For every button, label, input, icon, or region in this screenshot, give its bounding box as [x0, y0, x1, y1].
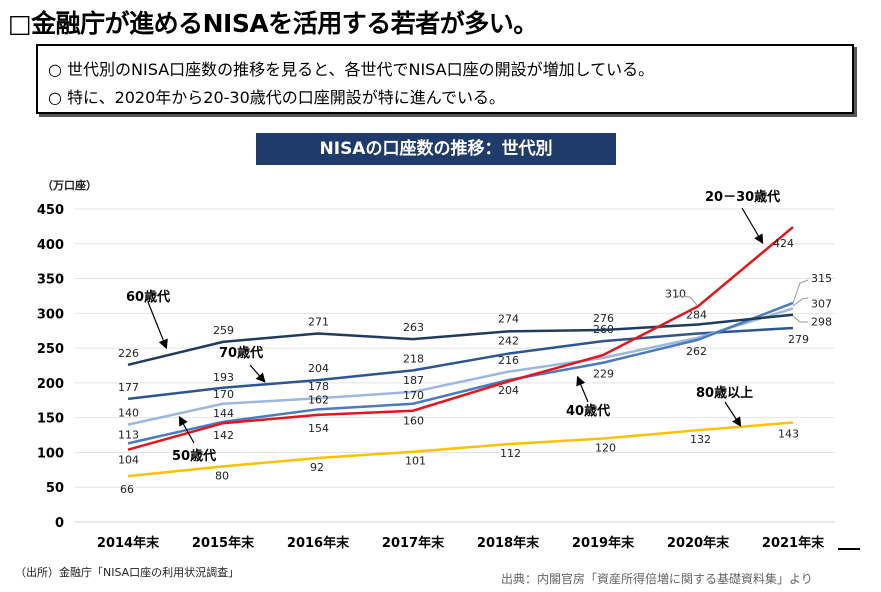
series-line-50歳代: [127, 307, 794, 426]
data-label: 162: [308, 393, 329, 406]
data-label: 242: [498, 335, 519, 348]
y-tick-label: 200: [37, 377, 64, 392]
data-label: 262: [686, 345, 707, 358]
series-line-60歳代: [127, 313, 794, 367]
leader-line: [792, 315, 808, 323]
arrow-icon: [576, 375, 589, 403]
data-label: 307: [811, 297, 832, 310]
data-label: 193: [213, 371, 234, 384]
data-label: 204: [498, 384, 519, 397]
data-label: 177: [118, 381, 139, 394]
data-label: 92: [310, 461, 324, 474]
data-label: 104: [118, 454, 139, 467]
y-tick-label: 400: [37, 238, 64, 253]
page-title: □金融庁が進めるNISAを活用する若者が多い。: [8, 9, 538, 38]
y-tick-label: 350: [37, 273, 64, 288]
y-axis-label: （万口座）: [42, 178, 97, 192]
data-label: 160: [403, 415, 424, 428]
x-tick-label: 2019年末: [572, 535, 635, 551]
summary-bullet: ○ 世代別のNISA口座数の推移を見ると、各世代でNISA口座の開設が増加してい…: [48, 60, 655, 79]
x-tick-label: 2017年末: [382, 535, 445, 551]
data-label: 218: [403, 352, 424, 365]
data-label: 187: [403, 374, 424, 387]
y-tick-label: 50: [46, 481, 64, 496]
data-label: 142: [213, 429, 234, 442]
data-label: 143: [778, 428, 799, 441]
data-label: 170: [403, 389, 424, 402]
x-tick-label: 2020年末: [667, 535, 730, 551]
arrow-icon: [147, 301, 168, 350]
series-annotation: 50歳代: [172, 448, 216, 464]
data-label: 216: [498, 354, 519, 367]
series-annotation: 20－30歳代: [705, 189, 780, 205]
data-label: 284: [686, 308, 707, 321]
series-line-80歳以上: [127, 421, 794, 478]
data-label: 310: [665, 287, 686, 300]
data-label: 271: [308, 316, 329, 329]
series-annotation: 40歳代: [566, 403, 610, 419]
series-line-20－30歳代: [127, 226, 794, 451]
data-label: 424: [773, 237, 794, 250]
arrow-icon: [249, 364, 266, 383]
data-label: 66: [120, 483, 134, 496]
y-tick-label: 250: [37, 342, 64, 357]
data-label: 120: [595, 442, 616, 455]
data-label: 112: [500, 447, 521, 460]
data-label: 279: [788, 333, 809, 346]
y-tick-label: 0: [55, 516, 64, 531]
series-annotation: 70歳代: [219, 345, 263, 361]
data-label: 204: [308, 362, 329, 375]
x-tick-label: 2016年末: [287, 535, 350, 551]
series-annotation: 80歳以上: [696, 385, 753, 401]
citation-note: 出典：内閣官房「資産所得倍増に関する基礎資料集」より: [501, 572, 813, 586]
data-label: 263: [403, 321, 424, 334]
data-label: 315: [811, 272, 832, 285]
leader-line: [792, 279, 809, 304]
y-tick-label: 150: [37, 412, 64, 427]
chart-title: NISAの口座数の推移：世代別: [256, 133, 616, 165]
y-tick-label: 300: [37, 307, 64, 322]
data-label: 298: [811, 316, 832, 329]
arrow-icon: [724, 401, 742, 428]
data-label: 276: [593, 312, 614, 325]
data-label: 140: [118, 407, 139, 420]
source-note: （出所）金融庁「NISA口座の利用状況調査」: [15, 566, 240, 579]
series-annotation: 60歳代: [126, 289, 170, 305]
y-tick-label: 450: [37, 203, 64, 218]
y-tick-label: 100: [37, 446, 64, 461]
series-line-40歳代: [127, 301, 794, 445]
data-label: 101: [405, 455, 426, 468]
summary-box: ○ 世代別のNISA口座数の推移を見ると、各世代でNISA口座の開設が増加してい…: [36, 44, 854, 114]
data-label: 132: [690, 433, 711, 446]
data-label: 226: [118, 347, 139, 360]
arrow-icon: [741, 207, 764, 245]
data-label: 274: [498, 312, 519, 325]
x-tick-label: 2014年末: [97, 535, 160, 551]
data-label: 178: [308, 380, 329, 393]
data-label: 80: [215, 469, 229, 482]
leader-line: [675, 295, 698, 306]
data-label: 144: [213, 407, 234, 420]
data-label: 154: [308, 422, 329, 435]
series-line-70歳代: [127, 326, 794, 401]
arrow-icon: [178, 415, 195, 444]
data-label: 259: [213, 324, 234, 337]
x-tick-label: 2015年末: [192, 535, 255, 551]
x-tick-label: 2018年末: [477, 535, 540, 551]
x-tick-label: 2021年末: [762, 535, 825, 551]
data-label: 113: [118, 428, 139, 441]
leader-line: [792, 297, 809, 307]
data-label: 170: [213, 388, 234, 401]
summary-bullet: ○ 特に、2020年から20-30歳代の口座開設が特に進んでいる。: [48, 88, 505, 107]
data-label: 229: [593, 368, 614, 381]
